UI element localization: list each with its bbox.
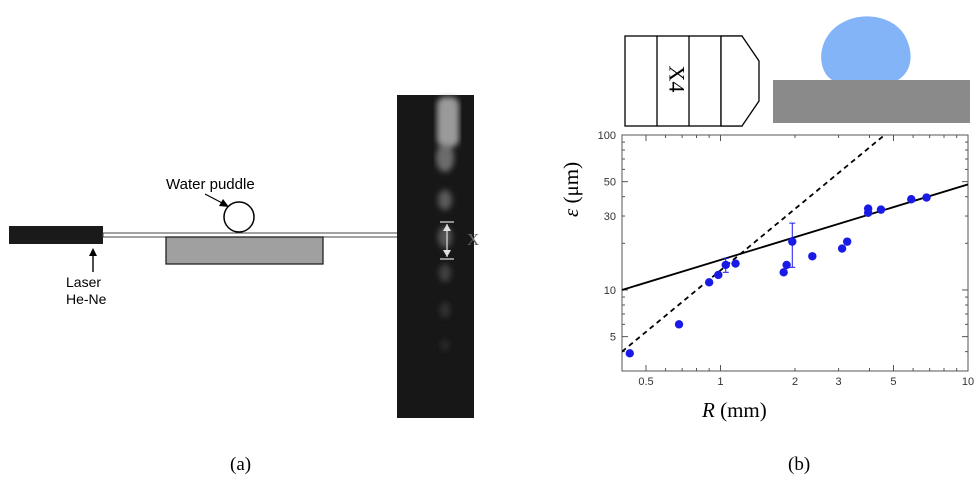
sessile-drop (821, 16, 911, 80)
data-point (837, 244, 847, 253)
x-tick-label: 0.5 (638, 376, 653, 388)
glass-slide (165, 236, 324, 265)
caption-b: (b) (788, 454, 811, 475)
epsilon-vs-radius-chart: 0.5 1 2 3 5 10 5 10 30 50 100 (598, 130, 974, 388)
panel-b: X4 0.5 1 2 3 5 10 5 10 30 50 100 R (mm) ε (μm) (b) (480, 0, 976, 479)
data-point (782, 260, 791, 270)
microscope-objective (624, 35, 760, 127)
data-point (863, 204, 873, 213)
data-point (788, 237, 797, 246)
caption-a: (a) (230, 454, 252, 475)
x-axis-unit: (mm) (714, 398, 767, 422)
setup-diagram (9, 95, 474, 418)
y-axis-unit: (μm) (559, 161, 583, 209)
objective-label: X4 (664, 65, 690, 93)
data-point (779, 268, 788, 277)
dashed-fit-line (622, 135, 886, 353)
data-point (674, 320, 684, 329)
data-point (714, 270, 723, 280)
y-tick-label: 5 (610, 332, 616, 344)
x-tick-label: 3 (836, 376, 842, 388)
laser-arrowhead (89, 248, 97, 256)
data-point (704, 278, 714, 287)
x-tick-label: 10 (962, 376, 974, 388)
y-tick-label: 50 (604, 177, 616, 189)
solid-fit-line (622, 183, 968, 291)
x-axis-var: R (702, 398, 715, 422)
data-point (731, 259, 740, 268)
data-point (808, 252, 817, 261)
y-axis-label: ε (μm) (534, 162, 609, 238)
spot-distance-marker (440, 221, 454, 260)
laser-body (9, 226, 103, 244)
data-point (625, 349, 634, 358)
x-axis-label: R (mm) (702, 398, 767, 423)
data-point (922, 193, 931, 202)
y-axis-var: ε (559, 208, 583, 217)
data-point (721, 260, 730, 270)
y-tick-label: 100 (598, 130, 616, 142)
data-point (907, 195, 916, 204)
laser-type-label: He-Ne (66, 291, 107, 307)
data-point (876, 205, 886, 214)
y-tick-label: 10 (604, 285, 616, 297)
data-point (842, 237, 852, 246)
puddle-arrowhead (219, 199, 229, 207)
schematic (624, 16, 970, 127)
puddle-label: Water puddle (166, 176, 255, 193)
substrate (773, 80, 970, 123)
spot-distance-label: X (467, 230, 480, 249)
diffraction-spots (436, 97, 459, 351)
y-tick-label: 30 (604, 211, 616, 223)
x-tick-label: 2 (792, 376, 798, 388)
laser-label: Laser (66, 274, 102, 290)
plot-frame (621, 134, 969, 372)
water-puddle-drop (223, 201, 255, 233)
panel-a: Water puddle Laser He-Ne X (a) (0, 0, 480, 479)
x-tick-label: 5 (890, 376, 896, 388)
screen-photo (397, 95, 474, 418)
x-tick-label: 1 (717, 376, 723, 388)
